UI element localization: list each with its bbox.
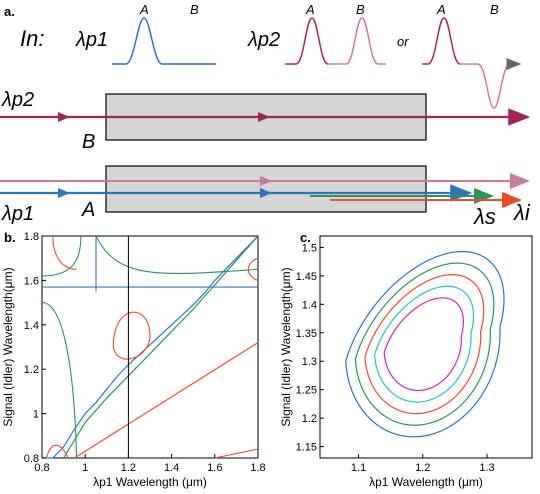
panel-b-xtick-label: 1.2 (121, 462, 136, 474)
panel-b-ytick-label: 1 (33, 409, 39, 421)
idler-label: λi (513, 200, 531, 225)
panel-b-xtick-label: 1.4 (164, 462, 179, 474)
panel-c-label: c. (300, 230, 311, 245)
pump1-beam-label: λp1 (1, 203, 34, 225)
pump1-beam-mid-arrow (58, 188, 70, 198)
panel-b-contour-4 (41, 302, 78, 459)
panel-b-xtick-label: 0.8 (34, 462, 49, 474)
waveguide-b-label: B (82, 131, 95, 153)
panel-b-series-1 (63, 235, 259, 459)
panel-c-ytick-label: 1.35 (296, 328, 317, 340)
panel-c-plot (345, 250, 505, 438)
panel-c-axes (319, 235, 533, 459)
pump2-pulse-label: λp2 (247, 29, 280, 51)
pump2-beam-mid-arrow-2 (258, 112, 270, 122)
pump2-coupled-mid-arrow (260, 176, 272, 186)
panel-b-contour-3 (41, 235, 82, 277)
pump2-beam-mid-arrow (58, 112, 70, 122)
panel-b-ytick-label: 1.2 (24, 364, 39, 376)
panel-c-ytick-label: 1.2 (302, 413, 317, 425)
pulse3-label-a: A (436, 2, 446, 17)
panel-c-ytick-label: 1.4 (302, 299, 317, 311)
panel-c-xtick-label: 1.3 (479, 462, 494, 474)
panel-c-ylabel: Signal (Idler) Wavelength(μm) (279, 267, 293, 426)
panel-c-contour-3 (373, 285, 475, 403)
pulse1-label-b: B (190, 2, 199, 17)
pump2-alt-pulse-a-shape (422, 17, 461, 65)
pulse1-label-a: A (139, 2, 149, 17)
panel-c-ytick-label: 1.3 (302, 356, 317, 368)
panel-c-ytick-label: 1.45 (296, 271, 317, 283)
panel-b-ytick-label: 0.8 (24, 453, 39, 465)
panel-b-series-2 (74, 342, 259, 459)
panel-b-contour-8 (45, 444, 69, 459)
pulse2-label-b: B (356, 2, 365, 17)
panel-c-ytick-label: 1.25 (296, 385, 317, 397)
panel-b-contour-7 (247, 257, 259, 281)
panel-c-xlabel: λp1 Wavelength (μm) (369, 475, 483, 489)
panel-b-xtick-label: 1.6 (207, 462, 222, 474)
panel-b: b. 0.8 1 1.2 1.4 1.6 1.8 0.8 1 1.2 1.4 1.6 1.8 λp1 … (1, 230, 266, 489)
pulse2-label-a: A (305, 2, 315, 17)
panel-c-contour-1 (354, 262, 495, 426)
pump2-pulse-a-shape (285, 17, 329, 65)
panel-b-plot (41, 235, 259, 459)
pump1-beam-mid-arrow-2 (260, 188, 272, 198)
panel-c-xtick-label: 1.2 (415, 462, 430, 474)
panel-b-ticks: 0.8 1 1.2 1.4 1.6 1.8 0.8 1 1.2 1.4 1.6 1.8 (24, 231, 266, 474)
pump2-pulse-b-shape (328, 17, 386, 65)
pump1-pulse-shape (112, 17, 216, 65)
panel-b-contour-9 (214, 448, 259, 459)
panel-b-contour-6 (112, 311, 151, 360)
panel-b-ytick-label: 1.8 (24, 231, 39, 243)
panel-b-axes (41, 235, 259, 459)
pulse3-label-b: B (490, 2, 499, 17)
panel-c-xtick-label: 1.1 (351, 462, 366, 474)
panel-b-ytick-label: 1.4 (24, 320, 39, 332)
panel-c-ytick-label: 1.5 (302, 242, 317, 254)
panel-b-contour-0 (95, 235, 259, 275)
panel-b-xlabel: λp1 Wavelength (μm) (93, 475, 207, 489)
panel-a-label: a. (4, 4, 15, 19)
input-label: In: (20, 26, 44, 51)
panel-c-contour-2 (364, 274, 485, 415)
waveguide-a-label: A (81, 199, 95, 221)
panel-c: c. 1.1 1.2 1.3 1.15 1.2 1.25 1.3 1.35 1.4 1.45 1.5… (279, 230, 533, 489)
or-label: or (397, 34, 409, 49)
panel-b-contour-5 (52, 235, 77, 270)
panel-c-ytick-label: 1.15 (296, 442, 317, 454)
panel-c-contour-4 (383, 297, 465, 392)
signal-label: λs (473, 204, 496, 229)
panel-c-contour-0 (345, 250, 505, 438)
panel-b-ylabel: Signal (Idler) Wavelength(μm) (1, 267, 15, 426)
panel-b-label: b. (4, 230, 16, 245)
panel-a: a. In: λp1 A B λp2 A B or A B λp2 B (0, 2, 531, 229)
panel-b-xtick-label: 1 (82, 462, 88, 474)
panel-b-ytick-label: 1.6 (24, 275, 39, 287)
pump1-pulse-label: λp1 (75, 29, 108, 51)
panel-b-xtick-label: 1.8 (250, 462, 265, 474)
pump2-beam-label: λp2 (1, 89, 34, 111)
waveguide-a (105, 165, 427, 213)
panel-c-ticks: 1.1 1.2 1.3 1.15 1.2 1.25 1.3 1.35 1.4 1.45 1.5 (296, 242, 495, 474)
pump2-alt-pulse-b-shape (460, 58, 522, 109)
